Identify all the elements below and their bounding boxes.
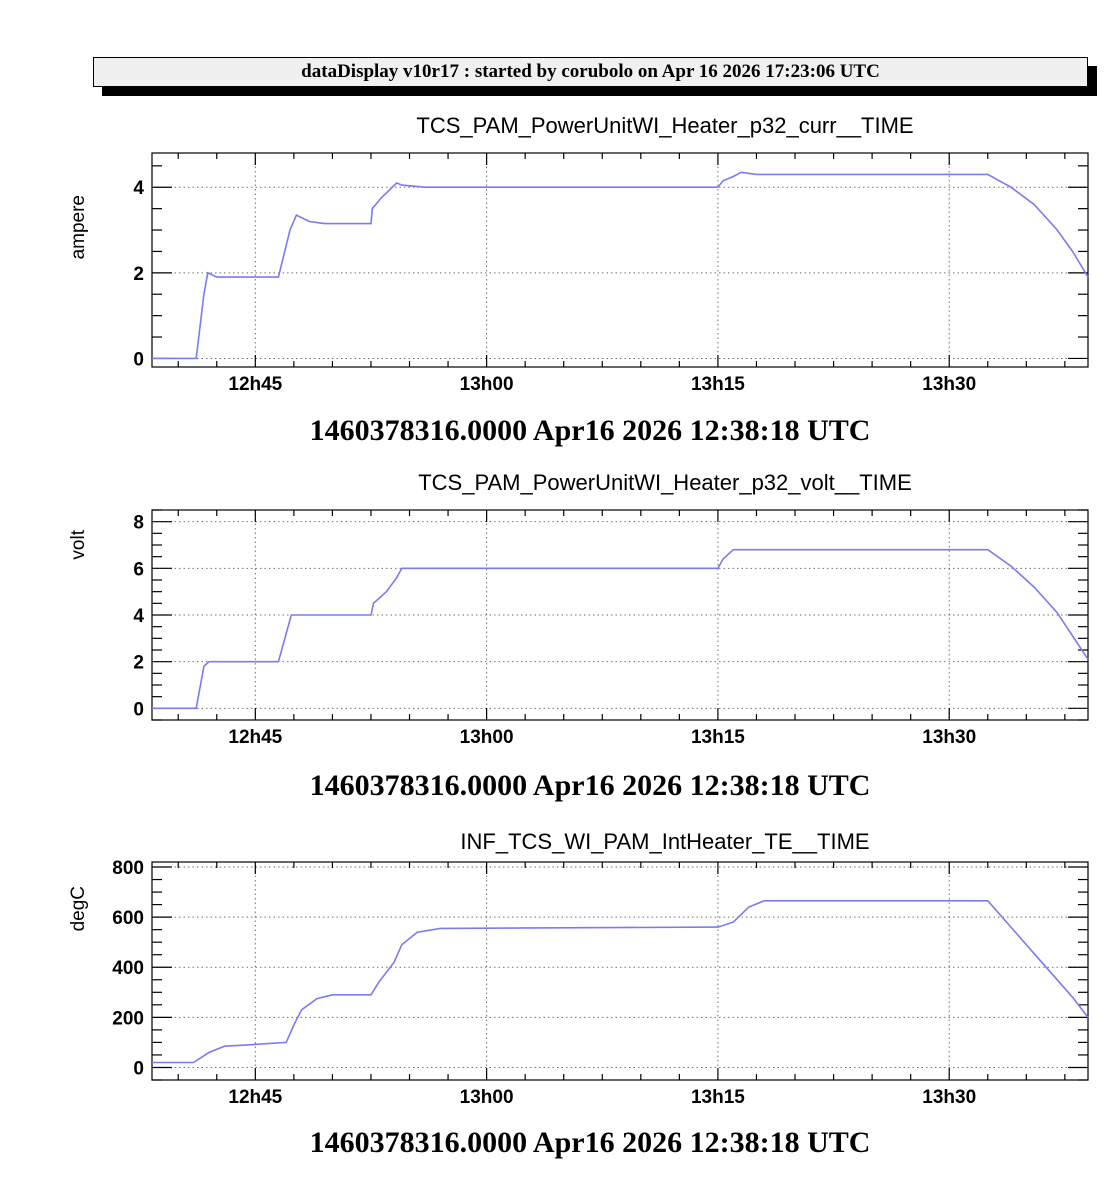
display-banner: dataDisplay v10r17 : started by corubolo… [93,57,1088,87]
series-line [152,548,1089,710]
y-tick-label: 200 [112,1008,144,1029]
y-axis-label: degC [68,886,89,931]
series-line [152,171,1089,360]
y-axis-label: ampere [68,195,89,259]
x-tick-label: 13h30 [922,1087,976,1108]
y-axis-label: volt [68,529,89,559]
x-axis-label: 1460378316.0000 Apr16 2026 12:38:18 UTC [310,1126,871,1159]
x-tick-label: 12h45 [228,727,282,748]
y-tick-label: 800 [112,858,144,879]
y-tick-label: 600 [112,908,144,929]
y-tick-label: 400 [112,958,144,979]
y-tick-label: 4 [133,178,144,199]
plot-frame [151,152,1089,368]
plot-frame [151,861,1089,1081]
x-tick-label: 13h15 [691,374,745,395]
y-tick-label: 0 [133,1058,144,1079]
y-tick-label: 0 [133,699,144,720]
chart-title: TCS_PAM_PowerUnitWI_Heater_p32_curr__TIM… [416,113,913,138]
x-tick-label: 13h30 [922,374,976,395]
x-tick-label: 12h45 [228,374,282,395]
y-tick-label: 2 [133,264,144,285]
x-tick-label: 13h30 [922,727,976,748]
y-tick-label: 8 [133,513,144,534]
x-tick-label: 12h45 [228,1087,282,1108]
x-tick-label: 13h15 [691,1087,745,1108]
chart-title: TCS_PAM_PowerUnitWI_Heater_p32_volt__TIM… [418,470,912,495]
y-tick-label: 2 [133,653,144,674]
series-line [152,899,1089,1064]
chart-title: INF_TCS_WI_PAM_IntHeater_TE__TIME [460,829,869,854]
x-axis-label: 1460378316.0000 Apr16 2026 12:38:18 UTC [310,769,871,802]
x-axis-label: 1460378316.0000 Apr16 2026 12:38:18 UTC [310,414,871,447]
y-tick-label: 4 [133,606,144,627]
x-tick-label: 13h00 [460,374,514,395]
plot-frame [151,509,1089,721]
x-tick-label: 13h15 [691,727,745,748]
x-tick-label: 13h00 [460,1087,514,1108]
y-tick-label: 0 [133,349,144,370]
y-tick-label: 6 [133,559,144,580]
x-tick-label: 13h00 [460,727,514,748]
